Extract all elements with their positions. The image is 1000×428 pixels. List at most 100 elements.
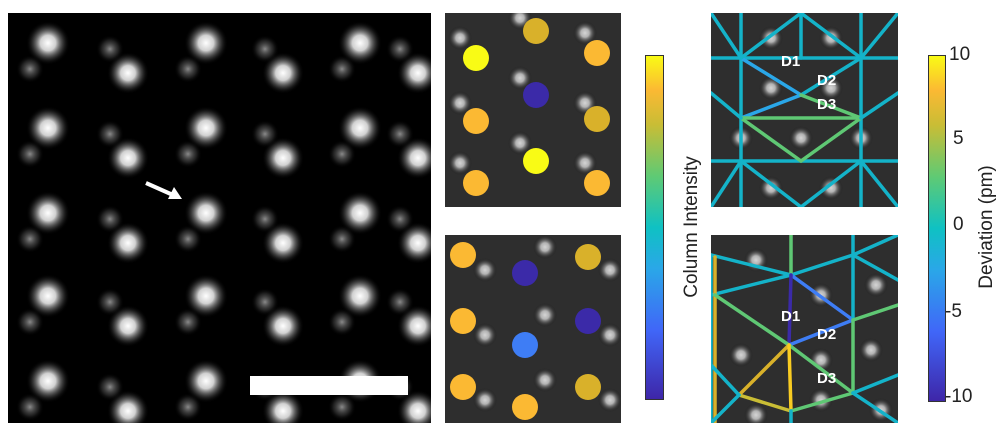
atom-column (397, 137, 431, 179)
atom-column (338, 106, 382, 150)
background-atom (864, 273, 888, 297)
atom-lattice (16, 21, 431, 423)
atom-column (397, 222, 431, 264)
intensity-map-bottom-svg (450, 235, 621, 420)
atom-column-dim (96, 35, 124, 63)
intensity-map-bottom (445, 235, 621, 423)
background-atom (759, 176, 783, 200)
atom-column (184, 106, 228, 150)
arrow-icon (145, 181, 182, 199)
background-atom (789, 126, 813, 150)
background-atom (448, 91, 472, 115)
column-marker (450, 242, 476, 268)
atom-column-dim (251, 35, 279, 63)
background-atom (473, 258, 497, 282)
atom-column-dim (174, 225, 202, 253)
background-atom (729, 343, 753, 367)
column-marker (584, 106, 610, 132)
atom-column-dim (328, 393, 356, 421)
atom-column (262, 52, 304, 94)
background-atom (508, 131, 532, 155)
background-atom (533, 235, 557, 259)
deviation-colorbar (928, 55, 946, 402)
deviation-tick: -10 (945, 386, 973, 407)
atom-column-dim (328, 140, 356, 168)
label-d3: D3 (817, 370, 836, 387)
deviation-map-bottom: D1 D2 D3 (711, 235, 898, 423)
atom-column (262, 137, 304, 179)
atom-column-dim (96, 205, 124, 233)
deviation-map-bottom-svg: D1 D2 D3 (711, 235, 898, 423)
atom-column-dim (386, 35, 414, 63)
column-marker (575, 244, 601, 270)
atom-column (184, 191, 228, 235)
atom-column (26, 359, 70, 403)
atom-column-dim (386, 288, 414, 316)
column-marker (450, 308, 476, 334)
column-marker (512, 332, 538, 358)
background-atom (759, 76, 783, 100)
background-atom (598, 388, 621, 412)
label-d1: D1 (781, 53, 800, 70)
deviation-tick: -5 (945, 301, 962, 322)
scale-bar (250, 376, 408, 395)
column-marker (584, 40, 610, 66)
atom-column (338, 21, 382, 65)
deviation-colorbar-label: Deviation (pm) (976, 165, 997, 289)
atom-column (107, 222, 149, 264)
column-marker (512, 394, 538, 420)
column-marker (450, 374, 476, 400)
label-d2: D2 (817, 326, 836, 343)
column-marker (523, 82, 549, 108)
intensity-colorbar (645, 55, 664, 400)
label-d2: D2 (817, 72, 836, 89)
atom-column-dim (16, 225, 44, 253)
background-atom (448, 151, 472, 175)
atom-column (107, 52, 149, 94)
background-atom (809, 388, 833, 412)
background-atom (448, 26, 472, 50)
atom-column-dim (251, 288, 279, 316)
atom-column-dim (251, 205, 279, 233)
atom-column-dim (328, 225, 356, 253)
background-atom (533, 368, 557, 392)
label-d3: D3 (817, 96, 836, 113)
stem-image (8, 13, 431, 423)
atom-column-dim (96, 373, 124, 401)
background-atom (819, 176, 843, 200)
atom-column (262, 305, 304, 347)
atom-column (107, 137, 149, 179)
atom-column-dim (174, 140, 202, 168)
column-marker (463, 170, 489, 196)
label-d1: D1 (781, 308, 800, 325)
background-atom (598, 323, 621, 347)
atom-column-dim (16, 55, 44, 83)
atom-column-dim (386, 205, 414, 233)
column-marker (512, 260, 538, 286)
deviation-tick: 5 (953, 128, 964, 149)
background-atom (598, 258, 621, 282)
background-atom (859, 338, 883, 362)
column-marker (584, 170, 610, 196)
background-atom (473, 323, 497, 347)
background-atom (573, 151, 597, 175)
background-atom (533, 303, 557, 327)
atom-column (397, 52, 431, 94)
atom-column-dim (16, 308, 44, 336)
atom-column-dim (96, 288, 124, 316)
background-atom (508, 66, 532, 90)
atom-column (184, 21, 228, 65)
intensity-map-top-svg (448, 13, 610, 196)
atom-column-dim (174, 393, 202, 421)
atom-column (184, 274, 228, 318)
atom-column (262, 222, 304, 264)
column-marker (575, 308, 601, 334)
atom-column (26, 106, 70, 150)
background-atom (744, 403, 768, 423)
atom-column-dim (16, 393, 44, 421)
atom-column-dim (174, 308, 202, 336)
atom-column (107, 305, 149, 347)
atom-column (338, 191, 382, 235)
background-atom (473, 388, 497, 412)
atom-column (338, 274, 382, 318)
